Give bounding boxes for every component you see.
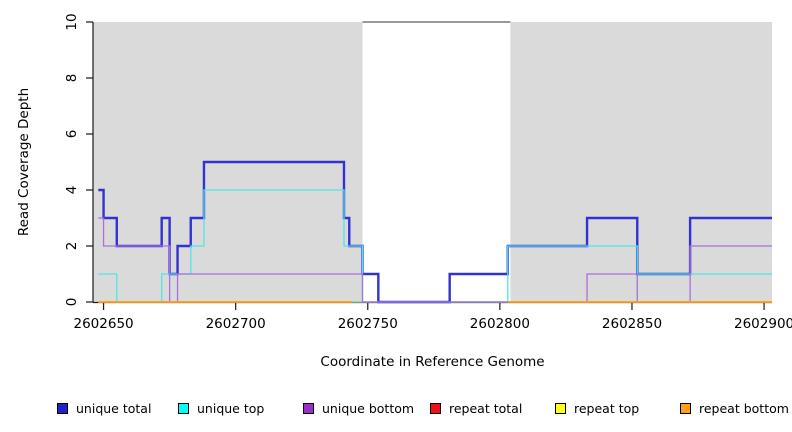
legend-label: repeat top [574,400,640,416]
coverage-plot-svg: 2602650 2602700 2602750 2602800 2602850 26029… [16,13,792,370]
legend-item-repeat-top: repeat top [555,399,639,417]
x-tick-label: 2602700 [206,316,266,332]
x-axis-title: Coordinate in Reference Genome [320,354,544,370]
y-tick-label: 2 [64,242,80,251]
y-axis-title: Read Coverage Depth [16,88,32,236]
legend-label: unique total [76,400,152,416]
x-tick-label: 2602750 [338,316,398,332]
legend-item-unique-top: unique top [178,399,264,417]
legend-label: unique top [197,400,265,416]
repeat-region-right [510,22,772,302]
x-tick-label: 2602800 [470,316,530,332]
x-tick-label: 2602850 [602,316,662,332]
y-tick-label: 4 [64,186,80,195]
legend-item-repeat-bottom: repeat bottom [680,399,789,417]
y-tick-label: 10 [64,13,80,30]
legend-swatch-icon [680,402,691,414]
legend-label: repeat bottom [699,400,789,416]
legend-item-unique-bottom: unique bottom [303,399,414,417]
y-tick-label: 6 [64,130,80,139]
legend-label: repeat total [449,400,523,416]
legend-swatch-icon [57,402,68,414]
legend-swatch-icon [430,402,441,414]
series-unique-total [98,160,772,304]
x-tick-label: 2602650 [74,316,134,332]
y-tick-label: 8 [64,74,80,83]
legend-swatch-icon [178,402,189,414]
legend-label: unique bottom [322,400,415,416]
legend-item-unique-total: unique total [57,399,151,417]
chart-legend: unique total unique top unique bottom repea… [0,399,792,419]
x-tick-label: 2602900 [734,316,792,332]
legend-item-repeat-total: repeat total [430,399,522,417]
y-tick-label: 0 [64,298,80,307]
legend-swatch-icon [555,402,566,414]
legend-swatch-icon [303,402,314,414]
